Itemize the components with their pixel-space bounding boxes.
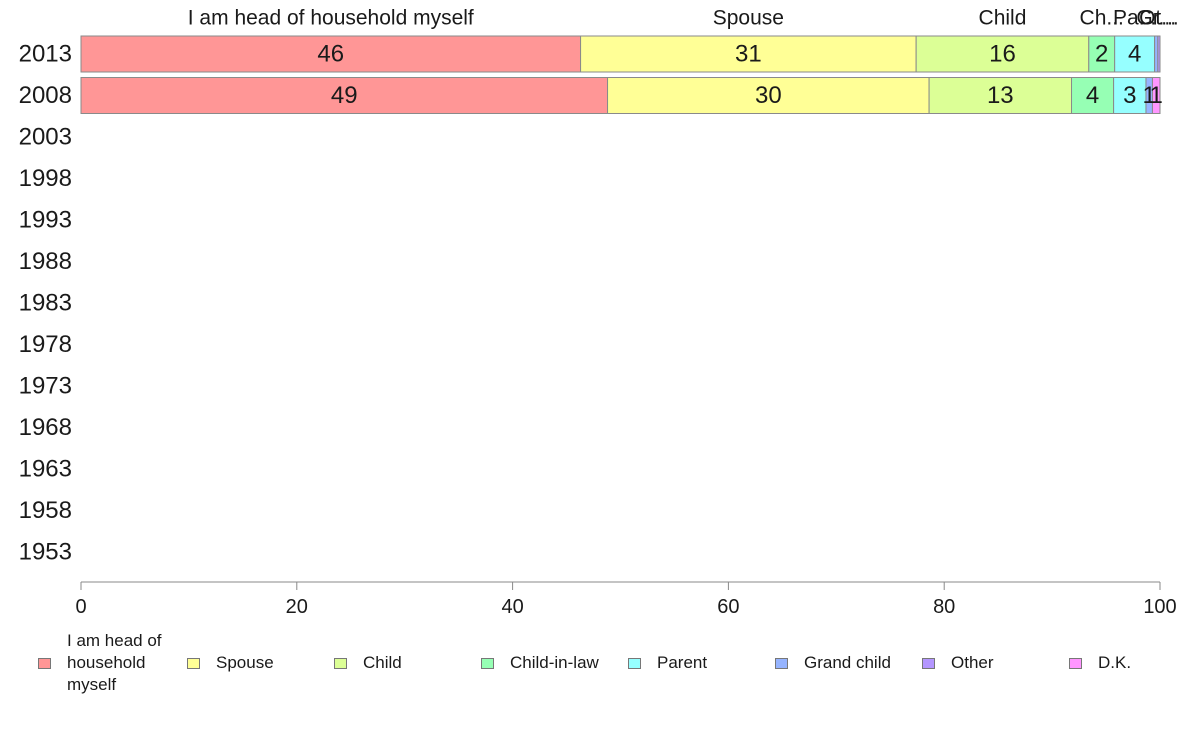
data-label-2013-0: 46 <box>317 41 344 68</box>
data-label-2013-1: 31 <box>735 41 762 68</box>
legend-item-child-in-law: Child-in-law <box>481 630 599 696</box>
legend-item-parent: Parent <box>628 630 707 696</box>
legend-swatch-child-in-law <box>481 657 494 669</box>
data-label-2008-1: 30 <box>755 82 782 109</box>
x-tick-label-60: 60 <box>717 596 739 618</box>
top-label-0: I am head of household myself <box>188 7 474 30</box>
legend-item-child: Child <box>334 630 402 696</box>
data-label-2013-4: 4 <box>1128 41 1141 68</box>
x-tick-label-100: 100 <box>1143 596 1176 618</box>
stacked-bar-chart: 2013200820031998199319881983197819731968… <box>19 7 1179 619</box>
legend-swatch-grand-child <box>775 657 788 669</box>
y-tick-label-1993: 1993 <box>19 207 72 234</box>
y-tick-label-1973: 1973 <box>19 373 72 400</box>
y-tick-label-2003: 2003 <box>19 124 72 151</box>
y-tick-label-1988: 1988 <box>19 248 72 275</box>
legend-swatch-spouse <box>187 657 200 669</box>
top-label-6: Ot... <box>1139 7 1179 30</box>
bar-2013-2 <box>915 35 1090 73</box>
data-label-2008-4: 3 <box>1123 82 1136 109</box>
legend-item-head: I am head of household myself <box>38 630 178 696</box>
legend-label-dk: D.K. <box>1098 653 1132 672</box>
top-label-2: Child <box>979 7 1027 30</box>
data-label-2008-2: 13 <box>987 82 1014 109</box>
legend-swatch-dk <box>1069 657 1082 669</box>
bar-2008-3 <box>1071 77 1115 114</box>
data-label-2008-7: 1 <box>1150 82 1163 109</box>
legend-label-child: Child <box>363 653 402 672</box>
y-tick-label-1953: 1953 <box>19 539 72 566</box>
legend-swatch-head <box>38 657 51 669</box>
y-tick-label-1978: 1978 <box>19 331 72 358</box>
y-tick-label-1958: 1958 <box>19 497 72 524</box>
legend-item-dk: D.K. <box>1069 630 1131 696</box>
bar-2008-4 <box>1113 77 1147 114</box>
legend-item-spouse: Spouse <box>187 630 274 696</box>
y-tick-label-2013: 2013 <box>19 41 72 68</box>
data-label-2008-3: 4 <box>1086 82 1099 109</box>
y-tick-label-1963: 1963 <box>19 456 72 483</box>
legend-label-grand-child: Grand child <box>804 653 891 672</box>
bar-2008-7 <box>1151 77 1161 114</box>
bar-2013-6 <box>1157 35 1161 73</box>
legend-label-child-in-law: Child-in-law <box>510 653 599 672</box>
legend-item-other: Other <box>922 630 994 696</box>
bar-2013-0 <box>80 35 582 73</box>
data-label-2013-2: 16 <box>989 41 1016 68</box>
legend-label-spouse: Spouse <box>216 653 274 672</box>
x-tick-label-40: 40 <box>501 596 523 618</box>
y-tick-label-1998: 1998 <box>19 165 72 192</box>
data-label-2008-0: 49 <box>331 82 358 109</box>
legend-swatch-child <box>334 657 347 669</box>
legend-swatch-parent <box>628 657 641 669</box>
x-tick-label-0: 0 <box>75 596 86 618</box>
bar-2013-4 <box>1114 35 1156 73</box>
bar-2013-1 <box>580 35 917 73</box>
top-label-1: Spouse <box>713 7 784 30</box>
top-label-5: Gr... <box>1136 7 1176 30</box>
legend-item-grand-child: Grand child <box>775 630 891 696</box>
legend-label-other: Other <box>951 653 994 672</box>
y-tick-label-1983: 1983 <box>19 290 72 317</box>
y-tick-label-2008: 2008 <box>19 82 72 109</box>
x-tick-label-20: 20 <box>286 596 308 618</box>
x-tick-label-80: 80 <box>933 596 955 618</box>
data-label-2013-3: 2 <box>1095 41 1108 68</box>
legend-label-parent: Parent <box>657 653 708 672</box>
legend-label-head: I am head of household myself <box>67 631 162 694</box>
top-label-3: Ch... <box>1080 7 1124 30</box>
bar-2008-2 <box>928 77 1073 114</box>
top-label-4: Pa... <box>1113 7 1156 30</box>
bar-2008-1 <box>607 77 930 114</box>
y-tick-label-1968: 1968 <box>19 414 72 441</box>
bar-2008-0 <box>80 77 609 114</box>
chart-legend: I am head of household myself Spouse Chi… <box>38 630 1178 700</box>
legend-swatch-other <box>922 657 935 669</box>
